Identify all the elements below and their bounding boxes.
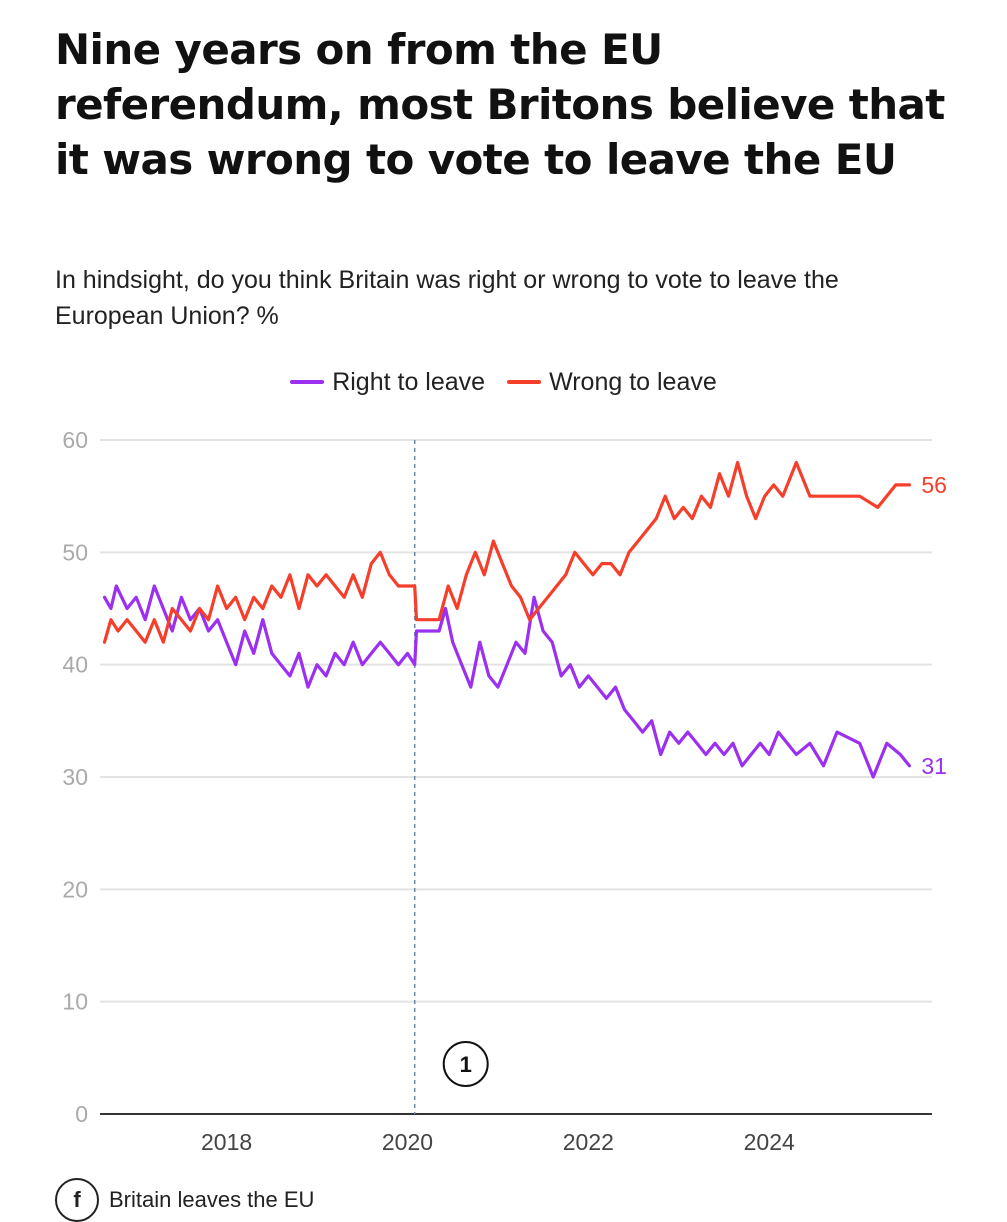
legend-swatch-right-to-leave	[290, 380, 325, 384]
x-tick-label: 2022	[563, 1129, 614, 1155]
x-tick-label: 2020	[382, 1129, 433, 1155]
end-label-wrong-to-leave: 56	[921, 472, 947, 498]
line-chart: 0 10 20 30 40 50 60 2018 2020 2022 2024 1 31 56	[62, 427, 947, 1155]
annotation-label: 1	[460, 1052, 472, 1077]
footer-marker: f	[55, 1178, 99, 1222]
end-label-right-to-leave: 31	[921, 753, 947, 779]
footer-note: f Britain leaves the EU	[55, 1178, 314, 1222]
y-tick-label: 50	[62, 539, 88, 565]
footer-text: Britain leaves the EU	[109, 1187, 315, 1212]
y-tick-label: 40	[62, 652, 88, 678]
y-axis-ticks: 0 10 20 30 40 50 60	[62, 427, 88, 1127]
x-axis-ticks: 2018 2020 2022 2024	[201, 1129, 795, 1155]
series-line-wrong-to-leave	[102, 460, 911, 644]
legend-label-right-to-leave: Right to leave	[332, 367, 486, 396]
chart-subtitle: In hindsight, do you think Britain was r…	[55, 266, 839, 330]
legend-item-right-to-leave: Right to leave	[290, 368, 485, 397]
annotation-group: 1	[413, 440, 489, 1114]
legend-swatch-wrong-to-leave	[507, 380, 542, 384]
annotation-marker	[442, 1041, 489, 1087]
y-tick-label: 10	[62, 989, 88, 1015]
y-tick-label: 0	[75, 1101, 88, 1127]
gridlines	[100, 439, 932, 1003]
x-tick-label: 2024	[744, 1129, 795, 1155]
y-tick-label: 30	[62, 764, 88, 790]
chart-title: Nine years on from the EU referendum, mo…	[55, 25, 945, 184]
legend-item-wrong-to-leave: Wrong to leave	[507, 368, 717, 397]
legend-label-wrong-to-leave: Wrong to leave	[549, 367, 717, 396]
x-tick-label: 2018	[201, 1129, 252, 1155]
series-lines	[102, 460, 911, 779]
y-tick-label: 20	[62, 876, 88, 902]
chart-legend: Right to leave Wrong to leave	[0, 366, 1007, 398]
end-labels: 31 56	[921, 472, 947, 779]
y-tick-label: 60	[62, 427, 88, 453]
series-line-right-to-leave	[102, 584, 911, 779]
